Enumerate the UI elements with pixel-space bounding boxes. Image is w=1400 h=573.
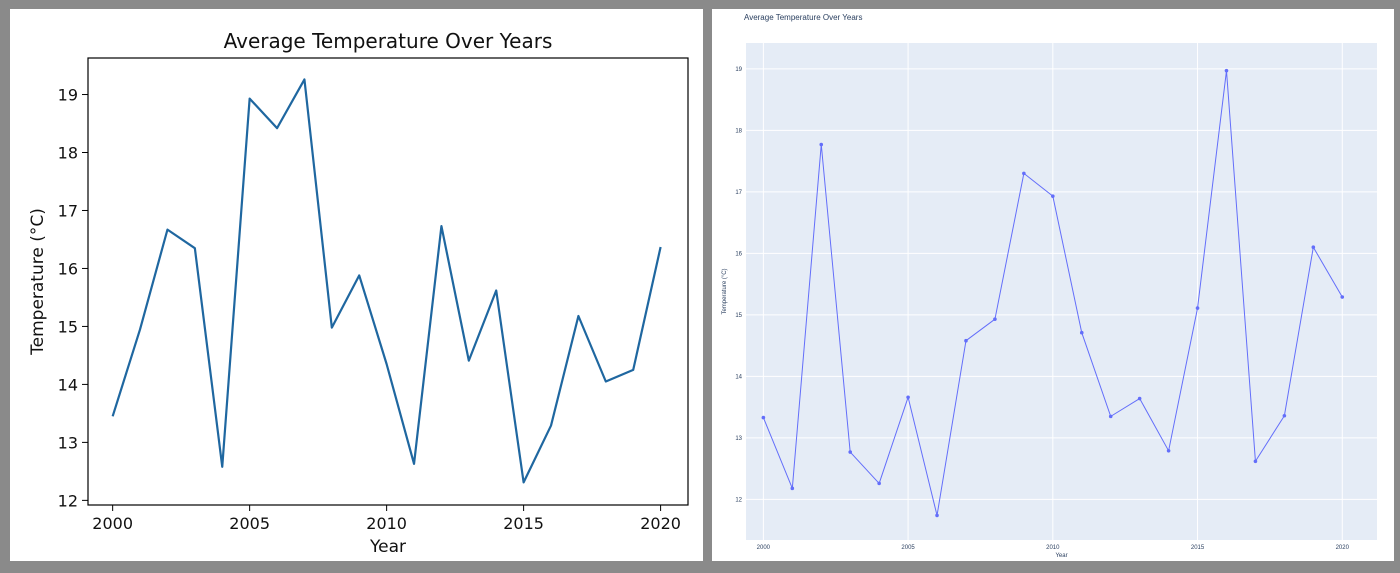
chart-title: Average Temperature Over Years — [224, 29, 553, 53]
y-axis-label: Temperature (°C) — [722, 268, 728, 314]
plot-frame — [87, 57, 689, 506]
x-tick-label: 2010 — [366, 514, 407, 533]
x-axis-label: Year — [369, 537, 406, 557]
y-axis-label: Temperature (°C) — [28, 208, 48, 356]
x-tick-label: 2010 — [1046, 545, 1060, 551]
data-point[interactable] — [1051, 194, 1055, 198]
x-tick-label: 2020 — [1336, 545, 1350, 551]
y-tick-label: 14 — [58, 375, 78, 394]
data-point[interactable] — [964, 338, 968, 343]
data-point[interactable] — [906, 395, 910, 400]
data-point[interactable] — [761, 415, 766, 420]
x-tick-label: 2005 — [901, 545, 915, 551]
data-point[interactable] — [1340, 295, 1345, 299]
plotly-chart-panel: 12 13 14 15 16 17 18 19 2000 2005 2010 2015 2020 Ave… — [712, 9, 1394, 561]
x-tick-label: 2020 — [640, 514, 681, 533]
data-point[interactable] — [1253, 459, 1258, 464]
y-tick-label: 16 — [58, 259, 78, 278]
data-point[interactable] — [935, 513, 939, 518]
data-point[interactable] — [1108, 414, 1113, 419]
matplotlib-line-chart: 2000 2005 2010 2015 2020 12 13 14 15 16 17 18 19 Ave… — [28, 29, 689, 557]
y-tick-label: 19 — [58, 86, 78, 105]
x-tick-label: 2000 — [92, 514, 133, 533]
data-point[interactable] — [1282, 413, 1287, 418]
gridlines — [746, 43, 1377, 540]
data-point[interactable] — [790, 486, 795, 491]
data-point[interactable] — [1224, 68, 1229, 73]
y-tick-label: 16 — [735, 251, 742, 257]
y-tick-label: 17 — [735, 190, 742, 196]
x-axis-label: Year — [1055, 553, 1067, 559]
y-tick-label: 18 — [735, 128, 742, 134]
y-tick-label: 14 — [735, 374, 742, 380]
x-tick-label: 2015 — [1191, 545, 1205, 551]
plot-background — [746, 43, 1377, 540]
data-point[interactable] — [1166, 449, 1171, 453]
data-point[interactable] — [1079, 330, 1084, 335]
data-point[interactable] — [848, 450, 853, 454]
y-tick-label: 13 — [58, 433, 78, 452]
temperature-line — [111, 78, 662, 484]
plotly-line-chart: 12 13 14 15 16 17 18 19 2000 2005 2010 2015 2020 Ave… — [722, 13, 1377, 559]
matplotlib-chart-panel: 2000 2005 2010 2015 2020 12 13 14 15 16 17 18 19 Ave… — [10, 9, 703, 561]
y-tick-label: 17 — [58, 201, 78, 220]
data-point[interactable] — [1022, 171, 1026, 176]
y-tick-label: 13 — [735, 436, 742, 442]
y-tick-label: 19 — [735, 67, 742, 73]
axis-ticks: 12 13 14 15 16 17 18 19 2000 2005 2010 2015 2020 — [735, 67, 1349, 551]
data-point[interactable] — [1137, 396, 1142, 401]
x-tick-label: 2000 — [757, 545, 771, 551]
x-tick-label: 2005 — [229, 514, 270, 533]
data-point[interactable] — [993, 317, 997, 321]
x-tick-label: 2015 — [503, 514, 544, 533]
y-tick-label: 12 — [58, 491, 78, 510]
y-tick-label: 15 — [735, 313, 742, 319]
data-point[interactable] — [877, 481, 881, 486]
y-tick-label: 12 — [735, 497, 742, 503]
axis-ticks: 2000 2005 2010 2015 2020 12 13 14 15 16 17 18 19 — [58, 86, 681, 533]
data-markers — [761, 68, 1345, 518]
data-point[interactable] — [1311, 245, 1316, 250]
data-point[interactable] — [1195, 306, 1200, 310]
y-tick-label: 18 — [58, 144, 78, 163]
y-tick-label: 15 — [58, 317, 78, 336]
data-point[interactable] — [819, 142, 824, 147]
chart-title: Average Temperature Over Years — [744, 13, 862, 22]
